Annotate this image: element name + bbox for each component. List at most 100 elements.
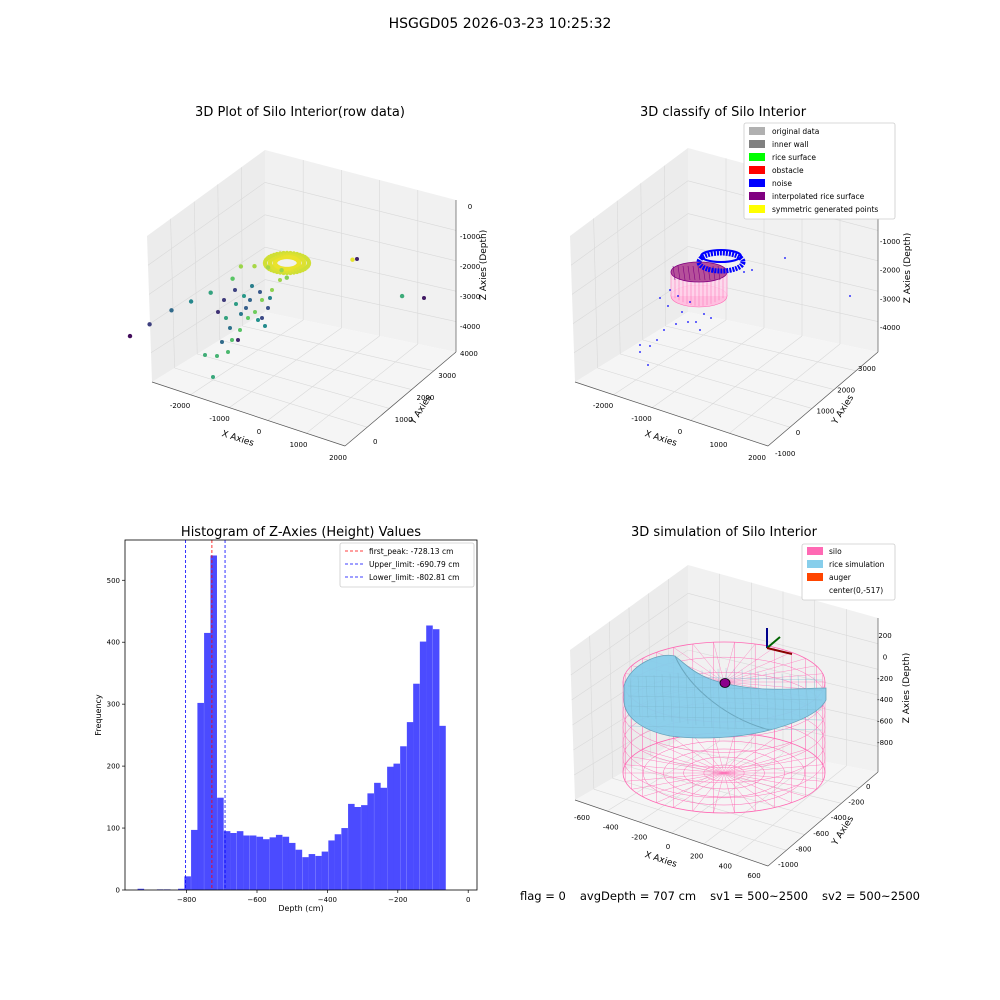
z-tick-label: -200 [877, 675, 893, 683]
x-axis-line [151, 381, 346, 447]
y-tick-label: -600 [813, 830, 829, 838]
simulation-plot-x-ticks: -600 -400 -200 0 200 400 600 [574, 814, 761, 880]
silo-bottom-spoke [723, 738, 775, 774]
grid-line [570, 180, 689, 266]
raw-data-point [422, 296, 426, 300]
silo-bottom-spoke [673, 772, 725, 808]
histogram-bar [419, 641, 427, 890]
status-flag: flag = 0 [520, 889, 566, 903]
noise-point [681, 311, 683, 313]
grid-line [174, 367, 368, 428]
silo-top-spoke [723, 673, 823, 683]
grid-line [267, 335, 380, 421]
silo-top-spoke [673, 647, 725, 683]
x-axis-line [574, 381, 769, 447]
grid-line [150, 279, 266, 354]
pane-left [147, 150, 265, 382]
histogram-bar [348, 803, 355, 890]
raw-plot-x-ticks: -2000 -1000 0 1000 2000 [170, 402, 347, 462]
silo-bottom-spoke [723, 772, 823, 782]
histogram-bar [275, 834, 283, 890]
histogram-bar [256, 836, 264, 890]
raw-data-point [296, 259, 302, 265]
histogram-bar [406, 722, 414, 890]
histogram-bar [269, 837, 277, 890]
raw-data-point [350, 257, 355, 262]
silo-bottom-spoke [723, 772, 792, 803]
interpolated-hatch [687, 265, 691, 281]
grid-line [687, 246, 879, 292]
x-tick-label: -400 [603, 824, 619, 832]
noise-point [689, 301, 691, 303]
noise-point [669, 289, 671, 291]
classify-3d-plot: 3D classify of Silo Interior -2000 -1000 0… [570, 105, 913, 462]
rice-mesh-line [741, 669, 745, 728]
legend-label: original data [772, 127, 819, 136]
pane-left [570, 148, 688, 382]
y-tick-label: 4000 [460, 350, 478, 358]
y-tick-label: 400 [107, 639, 120, 647]
legend-label: first_peak: -728.13 cm [369, 547, 453, 556]
legend-label: silo [829, 547, 842, 556]
silo-bottom-spoke [656, 743, 725, 774]
silo-bottom-spoke [692, 734, 725, 774]
rice-mesh-line [629, 677, 633, 716]
rice-mesh-line [669, 673, 673, 722]
histogram-bar [230, 833, 237, 890]
histogram-bar [367, 793, 374, 890]
grid-line [573, 278, 689, 354]
y-tick-label: 300 [107, 701, 120, 709]
legend-label: inner wall [772, 140, 809, 149]
rice-mesh-line [781, 673, 785, 722]
x-tick-label: 0 [257, 428, 261, 436]
classify-plot-z-ticks: 0-1000-2000-3000-4000 [880, 209, 900, 332]
legend-swatch [749, 127, 765, 135]
histogram-bar [387, 766, 394, 890]
histogram-bar [288, 842, 296, 890]
classify-plot-z-label: Z Axies (Depth) [903, 233, 913, 304]
rice-mesh-line [661, 674, 665, 721]
y-tick-label: 1000 [817, 408, 835, 416]
interpolated-hatch [707, 265, 711, 281]
simulation-plot-y-ticks: 0-200-400-600-800 -1000 [778, 783, 870, 869]
grid-line [652, 327, 765, 408]
raw-data-point [268, 296, 272, 300]
legend-swatch [807, 573, 823, 581]
raw-data-point [208, 290, 213, 295]
x-tick-label: -2000 [170, 402, 190, 410]
legend-swatch [807, 560, 823, 568]
rice-mesh-line [805, 675, 809, 719]
grid-line [620, 353, 813, 409]
rice-mesh-line [693, 671, 697, 726]
raw-data-point [252, 264, 257, 269]
pane-floor [152, 312, 456, 446]
histogram-bar [282, 836, 290, 890]
silo-bottom-spoke [673, 738, 725, 774]
silo-top-spoke [692, 643, 725, 683]
y-tick-label: 0 [373, 438, 377, 446]
legend-label: Lower_limit: -802.81 cm [369, 573, 459, 582]
raw-data-point [265, 265, 271, 270]
x-tick-label: 600 [747, 872, 760, 880]
legend-label: rice simulation [829, 560, 885, 569]
x-tick-label: 0 [678, 428, 682, 436]
histogram-legend: first_peak: -728.13 cm Upper_limit: -690.… [339, 542, 475, 588]
silo-bottom-spoke [723, 772, 817, 790]
grid-line [665, 325, 857, 372]
histogram-bar [321, 851, 329, 890]
grid-line [572, 246, 689, 324]
interpolated-hatch [692, 265, 696, 281]
silo-top-spoke [713, 642, 725, 683]
legend-swatch [749, 140, 765, 148]
raw-data-point [238, 328, 242, 332]
depth-histogram: Histogram of Z-Axies (Height) Values −80… [94, 525, 478, 913]
silo-bottom-spoke [723, 772, 775, 808]
noise-point [784, 257, 786, 259]
noise-point [656, 339, 658, 341]
z-tick-label: -2000 [460, 263, 480, 271]
interpolated-hatch [682, 265, 686, 281]
raw-data-point [188, 299, 194, 304]
legend-swatch [807, 547, 823, 555]
